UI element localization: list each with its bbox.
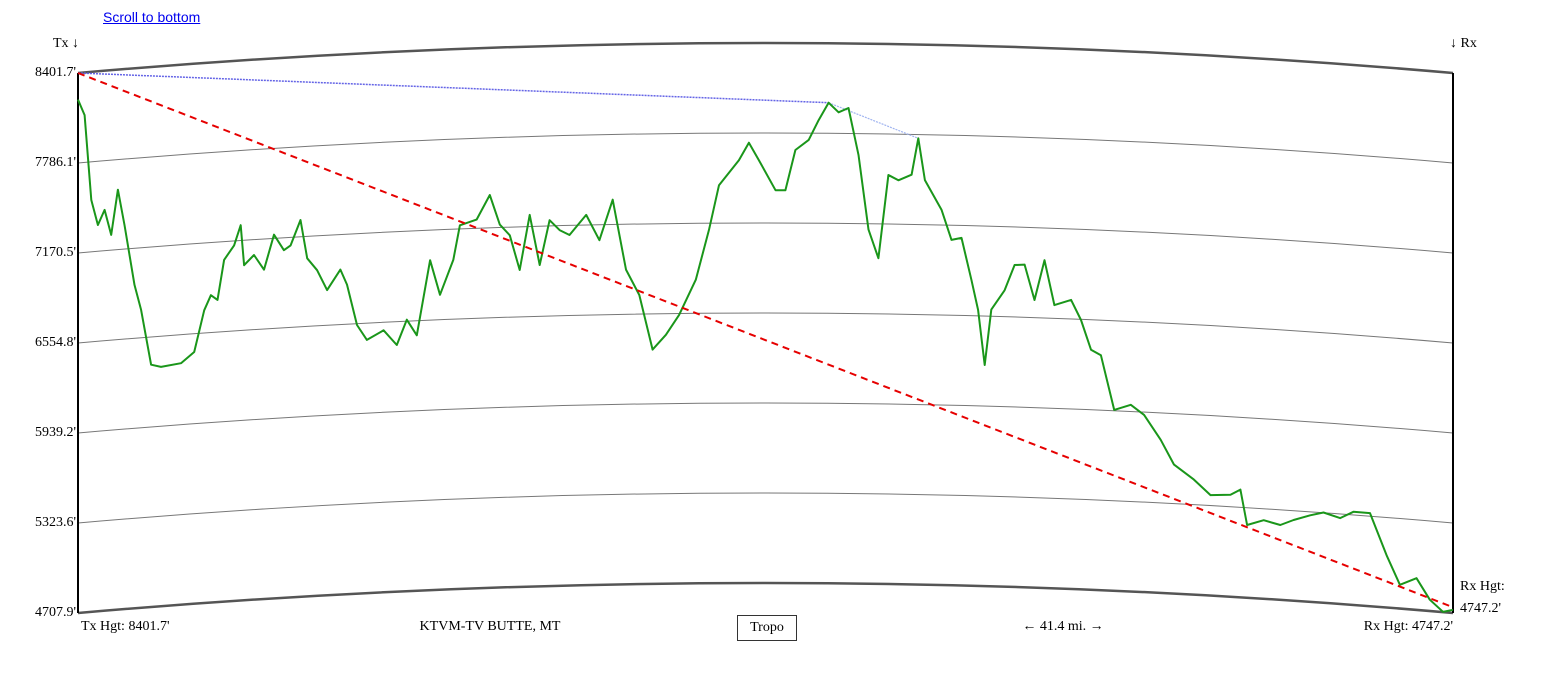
earth-arc bbox=[77, 581, 1454, 615]
earth-arc bbox=[77, 41, 1454, 75]
terrain-line bbox=[77, 99, 1454, 613]
y-tick-label: 8401.7' bbox=[35, 65, 76, 80]
tx-height-label: Tx Hgt: 8401.7' bbox=[81, 619, 169, 634]
tx-marker: Tx ↓ bbox=[53, 36, 79, 51]
y-tick-label: 6554.8' bbox=[35, 335, 76, 350]
rx-height-label: Rx Hgt: 4747.2' bbox=[1364, 619, 1453, 634]
y-tick-label: 4707.9' bbox=[35, 605, 76, 620]
line-of-sight bbox=[77, 72, 1454, 609]
rx-marker: ↓ Rx bbox=[1450, 36, 1477, 51]
rx-side-label: Rx Hgt: bbox=[1460, 579, 1505, 594]
y-tick-label: 5939.2' bbox=[35, 425, 76, 440]
distance-label: ← 41.4 mi. → bbox=[1022, 619, 1103, 634]
grid-line bbox=[77, 492, 1454, 524]
y-tick-label: 7170.5' bbox=[35, 245, 76, 260]
scroll-link[interactable]: Scroll to bottom bbox=[103, 9, 201, 25]
chart-title: KTVM-TV BUTTE, MT bbox=[420, 619, 561, 634]
horizon-line bbox=[77, 72, 829, 104]
rx-side-value: 4747.2' bbox=[1460, 601, 1501, 616]
grid-line bbox=[77, 222, 1454, 254]
shadow-line bbox=[828, 102, 919, 139]
grid-line bbox=[77, 132, 1454, 164]
grid-line bbox=[77, 402, 1454, 434]
y-tick-label: 7786.1' bbox=[35, 155, 76, 170]
y-tick-label: 5323.6' bbox=[35, 515, 76, 530]
tropo-button[interactable]: Tropo bbox=[737, 615, 797, 641]
grid-line bbox=[77, 312, 1454, 344]
